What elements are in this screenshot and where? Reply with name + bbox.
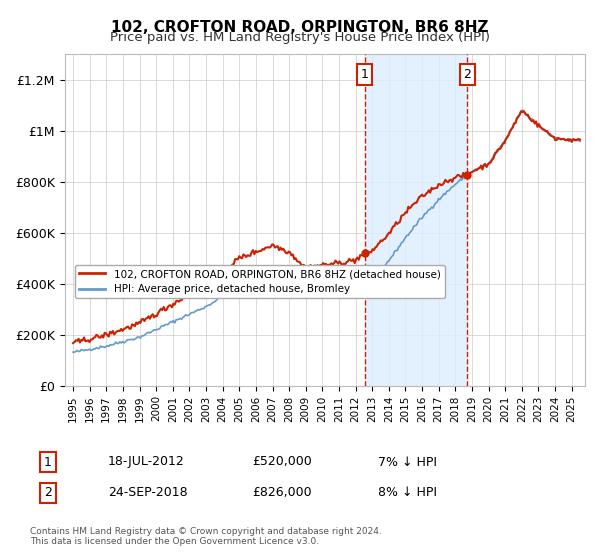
Text: 102, CROFTON ROAD, ORPINGTON, BR6 8HZ: 102, CROFTON ROAD, ORPINGTON, BR6 8HZ: [111, 20, 489, 35]
Text: 1: 1: [44, 455, 52, 469]
Text: Contains HM Land Registry data © Crown copyright and database right 2024.
This d: Contains HM Land Registry data © Crown c…: [30, 526, 382, 546]
Legend: 102, CROFTON ROAD, ORPINGTON, BR6 8HZ (detached house), HPI: Average price, deta: 102, CROFTON ROAD, ORPINGTON, BR6 8HZ (d…: [75, 265, 445, 298]
Text: 24-SEP-2018: 24-SEP-2018: [108, 486, 188, 500]
Text: 2: 2: [464, 68, 472, 81]
Text: £826,000: £826,000: [252, 486, 311, 500]
Text: £520,000: £520,000: [252, 455, 312, 469]
Text: 1: 1: [361, 68, 368, 81]
Bar: [365, 54, 467, 386]
Text: 18-JUL-2012: 18-JUL-2012: [108, 455, 185, 469]
Text: 2: 2: [44, 486, 52, 500]
Text: Price paid vs. HM Land Registry's House Price Index (HPI): Price paid vs. HM Land Registry's House …: [110, 31, 490, 44]
Text: 7% ↓ HPI: 7% ↓ HPI: [378, 455, 437, 469]
Text: 8% ↓ HPI: 8% ↓ HPI: [378, 486, 437, 500]
